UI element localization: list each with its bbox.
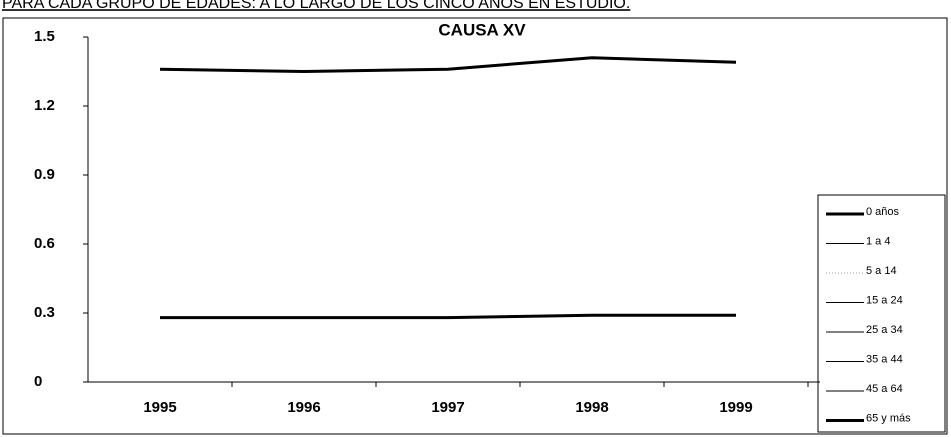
chart-border xyxy=(2,17,948,435)
y-tick-label: 0.3 xyxy=(34,304,55,321)
legend-label: 35 a 44 xyxy=(866,353,903,365)
series-line xyxy=(160,313,736,320)
x-tick-label: 1996 xyxy=(287,399,320,416)
legend-label: 65 y más xyxy=(866,412,911,424)
legend-label: 0 años xyxy=(866,206,900,218)
legend-label: 25 a 34 xyxy=(866,324,903,336)
x-tick-label: 1995 xyxy=(143,399,176,416)
legend-label: 45 a 64 xyxy=(866,383,903,395)
legend-box xyxy=(817,194,946,433)
series-line xyxy=(159,56,737,74)
chart-title: CAUSA XV xyxy=(438,20,526,39)
y-tick-label: 1.2 xyxy=(34,97,55,114)
legend-label: 1 a 4 xyxy=(866,235,890,247)
x-tick-label: 1998 xyxy=(575,399,608,416)
y-tick-label: 0.9 xyxy=(34,166,55,183)
y-tick-label: 0 xyxy=(34,373,42,390)
heading: PARA CADA GRUPO DE EDADES: A LO LARGO DE… xyxy=(2,0,630,12)
legend-label: 5 a 14 xyxy=(866,265,897,277)
y-tick-label: 0.6 xyxy=(34,235,55,252)
x-tick-label: 1999 xyxy=(719,399,752,416)
x-tick-label: 1997 xyxy=(431,399,464,416)
legend-label: 15 a 24 xyxy=(866,294,903,306)
y-tick-label: 1.5 xyxy=(34,28,55,45)
